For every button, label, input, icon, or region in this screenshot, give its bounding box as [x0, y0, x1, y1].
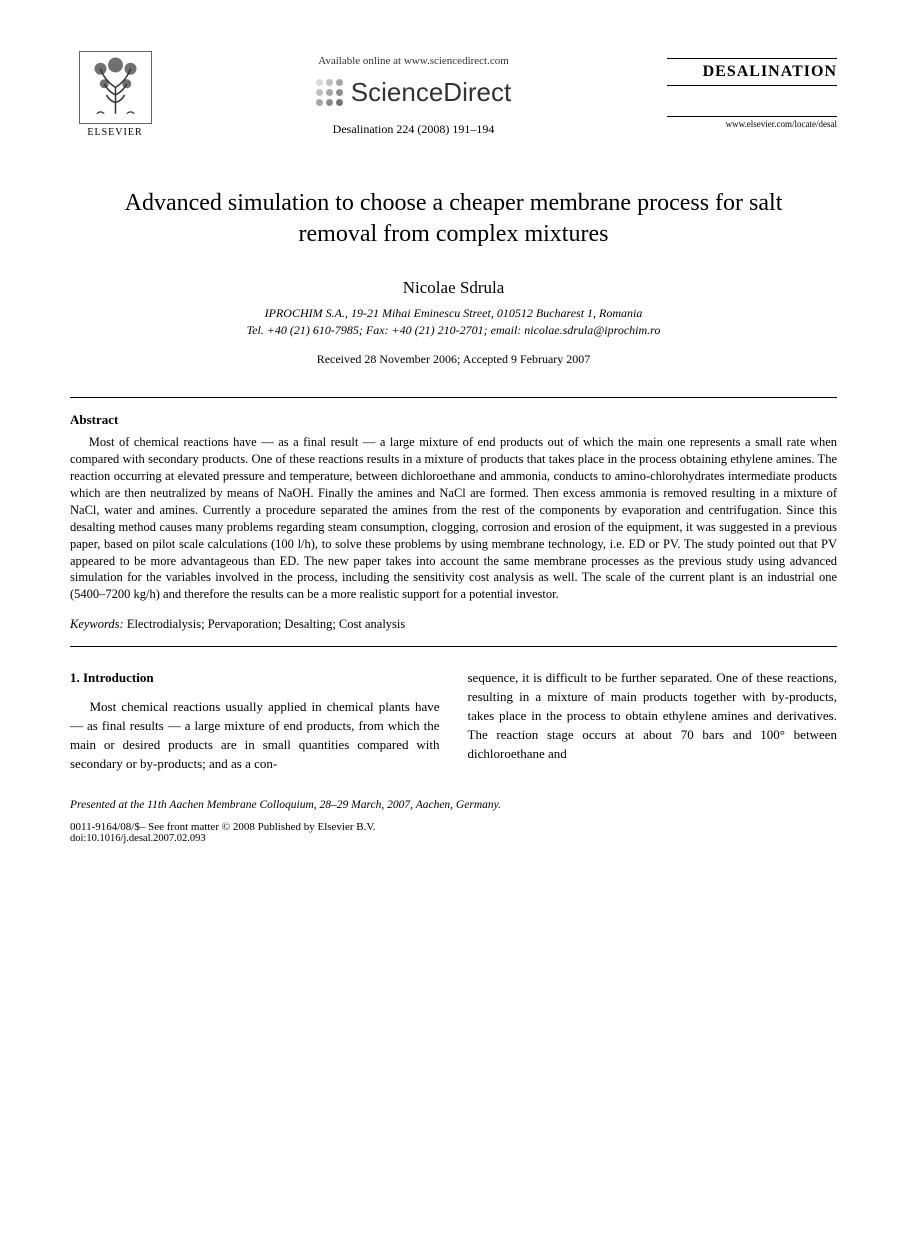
author-name: Nicolae Sdrula	[70, 278, 837, 298]
page-footer: Presented at the 11th Aachen Membrane Co…	[70, 799, 837, 844]
doi-line: doi:10.1016/j.desal.2007.02.093	[70, 833, 837, 844]
two-column-layout: 1. Introduction Most chemical reactions …	[70, 669, 837, 773]
sciencedirect-logo: ScienceDirect	[316, 77, 511, 108]
available-online-text: Available online at www.sciencedirect.co…	[160, 55, 667, 67]
sd-dot	[326, 89, 333, 96]
keywords-label: Keywords:	[70, 617, 124, 631]
introduction-section: 1. Introduction Most chemical reactions …	[70, 669, 837, 773]
section-divider	[70, 646, 837, 647]
journal-url: www.elsevier.com/locate/desal	[667, 116, 837, 129]
sd-dot	[326, 79, 333, 86]
sd-dot	[316, 99, 323, 106]
center-header: Available online at www.sciencedirect.co…	[160, 50, 667, 137]
abstract-text: Most of chemical reactions have — as a f…	[70, 434, 837, 603]
citation-line: Desalination 224 (2008) 191–194	[160, 122, 667, 137]
keywords-values: Electrodialysis; Pervaporation; Desaltin…	[124, 617, 406, 631]
elsevier-tree-icon	[78, 50, 153, 125]
affiliation-line-2: Tel. +40 (21) 610-7985; Fax: +40 (21) 21…	[70, 323, 837, 338]
body-paragraph: Most chemical reactions usually applied …	[70, 698, 440, 773]
sciencedirect-text: ScienceDirect	[351, 77, 511, 108]
page-header: ELSEVIER Available online at www.science…	[70, 50, 837, 138]
sd-dot	[336, 79, 343, 86]
sd-dot	[316, 79, 323, 86]
presented-at: Presented at the 11th Aachen Membrane Co…	[70, 799, 837, 811]
section-heading: 1. Introduction	[70, 669, 440, 688]
keywords-line: Keywords: Electrodialysis; Pervaporation…	[70, 617, 837, 632]
journal-name: DESALINATION	[667, 58, 837, 86]
column-right: sequence, it is difficult to be further …	[468, 669, 838, 773]
sciencedirect-dots-icon	[316, 79, 343, 106]
sd-dot	[326, 99, 333, 106]
publisher-label: ELSEVIER	[87, 127, 142, 138]
abstract-heading: Abstract	[70, 412, 837, 428]
article-title: Advanced simulation to choose a cheaper …	[100, 188, 807, 250]
copyright-line: 0011-9164/08/$– See front matter © 2008 …	[70, 821, 837, 833]
sd-dot	[336, 89, 343, 96]
sd-dot	[316, 89, 323, 96]
column-left: 1. Introduction Most chemical reactions …	[70, 669, 440, 773]
body-paragraph: sequence, it is difficult to be further …	[468, 669, 838, 763]
section-divider	[70, 397, 837, 398]
affiliation-line-1: IPROCHIM S.A., 19-21 Mihai Eminescu Stre…	[70, 306, 837, 321]
sd-dot	[336, 99, 343, 106]
journal-block: DESALINATION www.elsevier.com/locate/des…	[667, 50, 837, 129]
article-dates: Received 28 November 2006; Accepted 9 Fe…	[70, 352, 837, 367]
publisher-logo-block: ELSEVIER	[70, 50, 160, 138]
